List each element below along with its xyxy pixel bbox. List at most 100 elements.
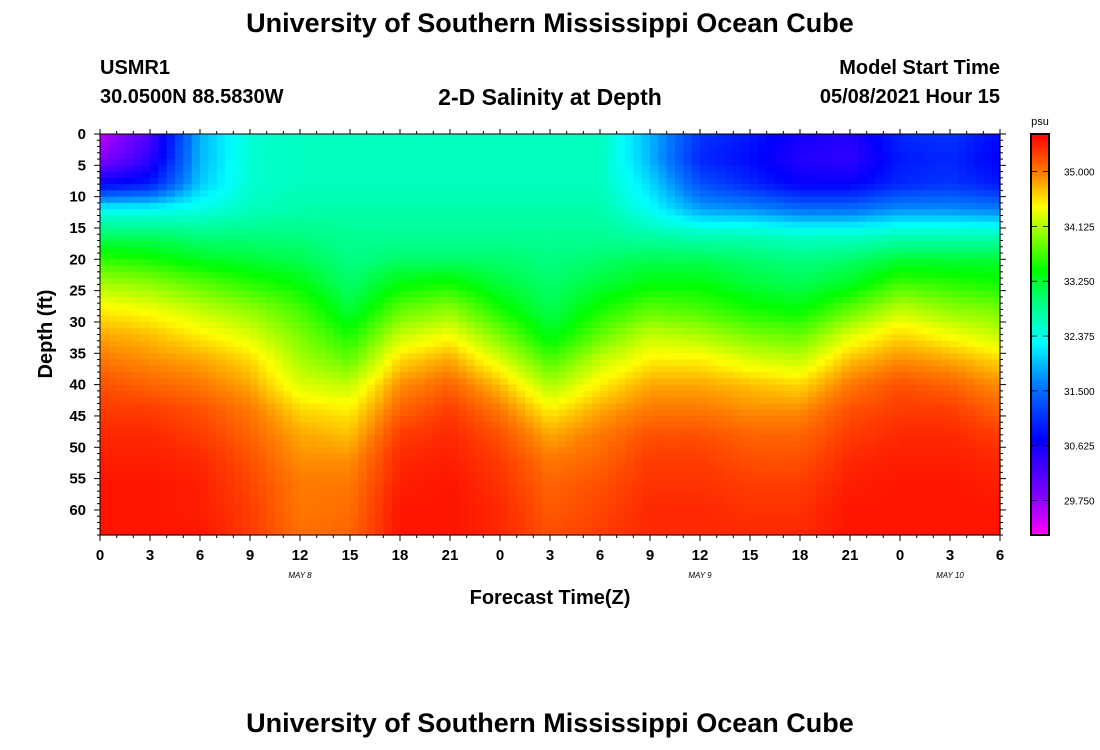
- heatmap-cell: [350, 190, 359, 198]
- heatmap-cell: [450, 359, 459, 367]
- heatmap-cell: [200, 372, 209, 379]
- heatmap-cell: [333, 177, 343, 185]
- heatmap-cell: [350, 378, 359, 386]
- heatmap-cell: [250, 290, 259, 298]
- heatmap-cell: [116, 409, 126, 417]
- heatmap-cell: [316, 334, 326, 342]
- heatmap-cell: [925, 403, 934, 411]
- heatmap-cell: [808, 202, 818, 210]
- heatmap-cell: [841, 202, 851, 210]
- heatmap-cell: [825, 171, 834, 179]
- heatmap-cell: [558, 240, 568, 248]
- heatmap-cell: [691, 284, 701, 292]
- heatmap-cell: [691, 165, 701, 173]
- heatmap-cell: [100, 422, 109, 430]
- heatmap-cell: [991, 184, 1001, 191]
- heatmap-cell: [500, 177, 509, 185]
- heatmap-cell: [616, 309, 626, 317]
- heatmap-cell: [600, 165, 609, 173]
- heatmap-cell: [808, 184, 818, 191]
- heatmap-cell: [133, 209, 143, 217]
- heatmap-cell: [566, 140, 576, 148]
- heatmap-cell: [641, 152, 651, 160]
- heatmap-cell: [491, 227, 501, 235]
- heatmap-cell: [858, 303, 868, 311]
- heatmap-cell: [775, 409, 784, 417]
- heatmap-cell: [150, 165, 159, 173]
- heatmap-cell: [341, 259, 351, 267]
- heatmap-cell: [850, 309, 859, 317]
- heatmap-cell: [741, 196, 751, 204]
- heatmap-cell: [683, 177, 693, 185]
- heatmap-cell: [125, 215, 134, 223]
- heatmap-cell: [783, 296, 793, 304]
- heatmap-cell: [225, 171, 234, 179]
- heatmap-cell: [250, 184, 259, 191]
- heatmap-cell: [533, 196, 543, 204]
- heatmap-cell: [208, 384, 218, 392]
- heatmap-cell: [841, 359, 851, 367]
- heatmap-cell: [458, 265, 468, 273]
- heatmap-cell: [991, 415, 1001, 423]
- heatmap-cell: [408, 315, 418, 323]
- heatmap-cell: [133, 353, 143, 361]
- heatmap-cell: [716, 284, 726, 292]
- heatmap-cell: [100, 303, 109, 311]
- heatmap-cell: [816, 184, 826, 191]
- heatmap-cell: [566, 284, 576, 292]
- heatmap-cell: [325, 259, 334, 267]
- heatmap-cell: [575, 190, 584, 198]
- heatmap-cell: [241, 152, 251, 160]
- heatmap-cell: [833, 296, 843, 304]
- heatmap-cell: [575, 397, 584, 405]
- heatmap-cell: [175, 134, 184, 141]
- heatmap-cell: [758, 403, 768, 411]
- heatmap-cell: [208, 303, 218, 311]
- heatmap-cell: [975, 234, 984, 242]
- heatmap-cell: [583, 384, 593, 392]
- heatmap-cell: [850, 278, 859, 285]
- heatmap-cell: [183, 246, 193, 254]
- heatmap-cell: [233, 209, 243, 217]
- heatmap-cell: [266, 409, 276, 417]
- heatmap-cell: [933, 240, 943, 248]
- heatmap-cell: [525, 240, 534, 248]
- heatmap-cell: [583, 284, 593, 292]
- heatmap-cell: [825, 159, 834, 166]
- heatmap-cell: [508, 202, 518, 210]
- heatmap-cell: [416, 359, 426, 367]
- heatmap-cell: [716, 403, 726, 411]
- heatmap-cell: [100, 415, 109, 423]
- heatmap-cell: [266, 196, 276, 204]
- heatmap-cell: [683, 334, 693, 342]
- heatmap-cell: [991, 227, 1001, 235]
- heatmap-cell: [175, 152, 184, 160]
- heatmap-cell: [375, 221, 384, 229]
- heatmap-cell: [416, 221, 426, 229]
- heatmap-cell: [825, 196, 834, 204]
- heatmap-cell: [191, 152, 201, 160]
- heatmap-cell: [550, 321, 559, 329]
- heatmap-cell: [533, 134, 543, 141]
- heatmap-cell: [708, 177, 718, 185]
- heatmap-cell: [958, 253, 968, 260]
- heatmap-cell: [683, 340, 693, 348]
- heatmap-cell: [400, 202, 409, 210]
- heatmap-cell: [208, 259, 218, 267]
- heatmap-cell: [858, 134, 868, 141]
- heatmap-cell: [575, 227, 584, 235]
- heatmap-cell: [933, 390, 943, 398]
- heatmap-cell: [333, 290, 343, 298]
- heatmap-cell: [108, 397, 118, 405]
- heatmap-cell: [450, 340, 459, 348]
- heatmap-cell: [116, 171, 126, 179]
- heatmap-cell: [241, 184, 251, 191]
- heatmap-cell: [741, 296, 751, 304]
- heatmap-cell: [625, 403, 634, 411]
- heatmap-cell: [791, 271, 801, 279]
- heatmap-cell: [183, 196, 193, 204]
- heatmap-cell: [516, 215, 526, 223]
- heatmap-cell: [416, 246, 426, 254]
- heatmap-cell: [291, 240, 301, 248]
- heatmap-cell: [583, 146, 593, 154]
